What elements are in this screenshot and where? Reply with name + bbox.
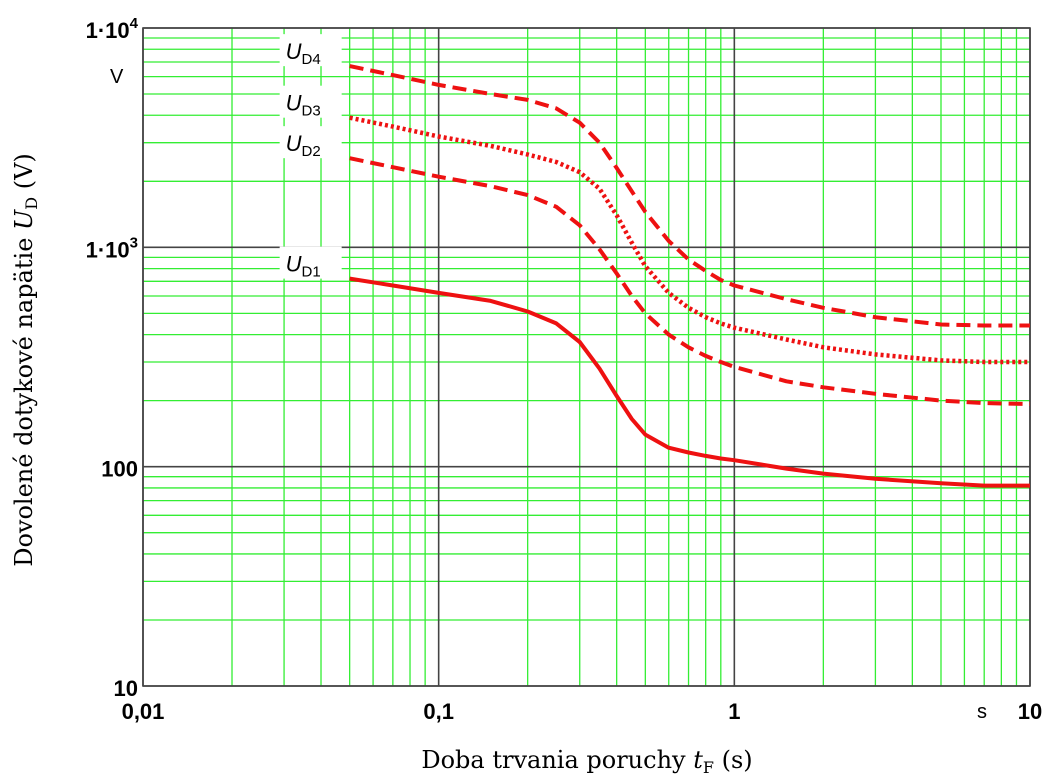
series-line-ud1 <box>349 276 1030 488</box>
series-label-ud2: UD2 <box>286 131 321 160</box>
series-label-bg <box>279 126 342 159</box>
series-label-ud3: UD3 <box>286 91 321 120</box>
series-labels: UD1 UD2 UD3 UD4 <box>279 34 342 281</box>
series-line-ud4 <box>349 64 1030 328</box>
y-tick-label: 1·103 <box>86 234 138 262</box>
y-unit-label: V <box>110 66 124 88</box>
grid-minor <box>143 28 1030 686</box>
y-axis-title: Dovolené dotykové napätie UD (V) <box>10 153 41 567</box>
plot-frame <box>142 27 1031 687</box>
tick-labels: 0,01 0,1 1 10 10 100 1·103 1·104 <box>86 15 1043 724</box>
series-label-bg <box>279 246 342 279</box>
y-tick-label: 1·104 <box>86 15 139 43</box>
series-line-ud2 <box>349 156 1031 406</box>
x-tick-label: 0,01 <box>122 699 165 724</box>
y-tick-label: 100 <box>101 457 138 482</box>
y-tick-label: 10 <box>114 676 138 701</box>
x-unit-label: s <box>977 701 987 723</box>
x-axis-title: Doba trvania poruchy tF (s) <box>421 746 752 776</box>
series-label-ud4: UD4 <box>286 39 321 68</box>
grid-major <box>142 27 1031 687</box>
x-tick-label: 10 <box>1018 699 1042 724</box>
series-label-bg <box>279 34 342 67</box>
series-label-ud1: UD1 <box>286 252 321 281</box>
series-label-bg <box>279 85 342 118</box>
series-line-ud3 <box>349 115 1030 365</box>
x-tick-label: 1 <box>728 699 740 724</box>
x-tick-label: 0,1 <box>423 699 454 724</box>
series-lines <box>349 64 1031 488</box>
